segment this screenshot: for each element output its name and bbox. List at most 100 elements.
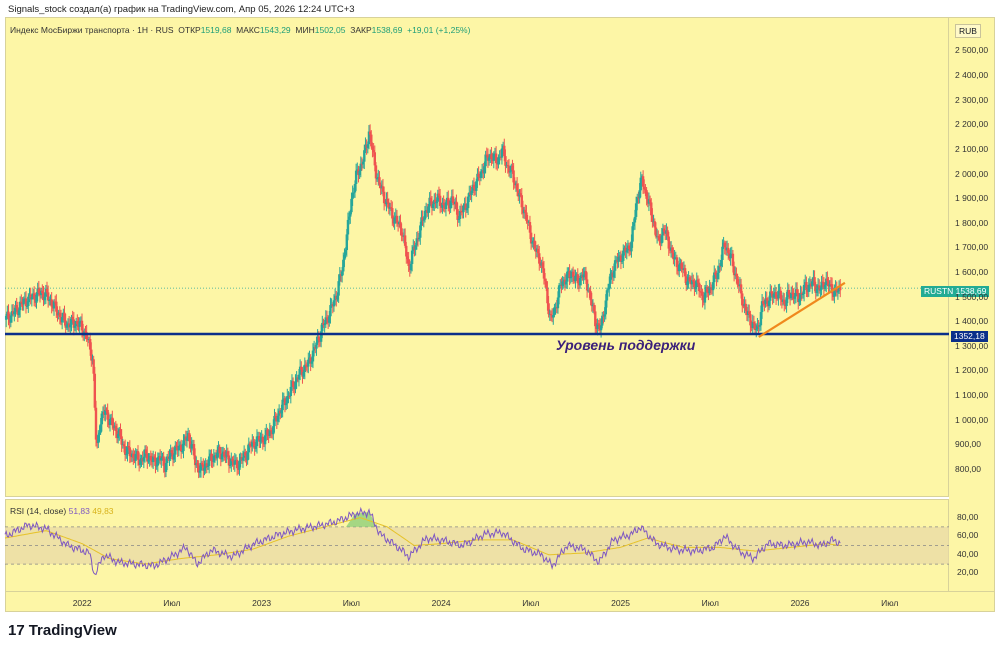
candle (503, 145, 506, 157)
candle (218, 446, 221, 454)
candle (609, 273, 612, 284)
candle (699, 291, 702, 293)
legend-open-label: ОТКР (178, 25, 201, 35)
candle (395, 215, 399, 223)
candle (146, 453, 149, 462)
candle (552, 315, 555, 318)
candle (787, 289, 791, 295)
price-tick-label: 2 300,00 (955, 94, 989, 105)
candle (561, 281, 564, 286)
candle (526, 220, 529, 223)
candle (251, 441, 254, 447)
candle (731, 253, 735, 267)
candle (631, 226, 634, 242)
candle (298, 366, 302, 375)
candle (633, 216, 637, 223)
candle (185, 438, 189, 441)
candle (139, 459, 142, 465)
candle (685, 276, 688, 286)
candle (48, 299, 51, 301)
candle (373, 152, 376, 166)
candle (154, 457, 157, 466)
candle (386, 198, 389, 203)
candle (351, 192, 354, 199)
candle (569, 276, 572, 279)
currency-label[interactable]: RUB (955, 24, 981, 38)
price-tick-label: 2 500,00 (955, 45, 989, 56)
time-axis[interactable] (5, 592, 995, 612)
candle (703, 292, 707, 303)
candle (458, 210, 462, 219)
candle (375, 178, 379, 180)
candle (25, 306, 29, 308)
candle (751, 321, 754, 328)
candle (255, 436, 259, 447)
candle (230, 458, 233, 466)
candle (151, 456, 155, 463)
candle (17, 310, 21, 316)
candle (212, 455, 216, 463)
candle (466, 196, 470, 209)
candle (542, 268, 546, 279)
rsi-legend[interactable]: RSI (14, close) 51,83 49,83 (10, 506, 114, 516)
candle (361, 161, 365, 165)
candle (13, 311, 16, 315)
candle (604, 300, 607, 315)
candle (451, 196, 455, 203)
candle (630, 241, 633, 252)
candle (449, 200, 452, 209)
candle (414, 245, 417, 250)
candle (596, 323, 599, 330)
candle (584, 271, 588, 280)
candle (538, 253, 541, 264)
candle (192, 444, 196, 456)
candle (378, 177, 381, 185)
candle (441, 202, 444, 208)
price-pane[interactable] (5, 17, 949, 497)
candle (205, 463, 209, 467)
candle (92, 359, 95, 374)
candle (511, 165, 514, 171)
tradingview-logo[interactable]: 17 TradingView (8, 622, 117, 639)
candle (578, 278, 582, 286)
candle (608, 283, 611, 290)
candle (119, 429, 122, 437)
legend-open: 1519,68 (200, 25, 232, 35)
candle (767, 300, 771, 307)
candle (169, 450, 172, 457)
candle (774, 292, 778, 298)
candle (7, 311, 10, 319)
candle (762, 301, 765, 304)
candle (261, 436, 265, 443)
candle (345, 234, 348, 251)
rsi-line (4, 506, 841, 576)
price-tick-label: 1 300,00 (955, 340, 989, 351)
candle (654, 227, 658, 237)
candle (825, 278, 828, 286)
candle (358, 170, 361, 176)
price-axis[interactable] (949, 17, 995, 592)
price-tick-label: 1 800,00 (955, 217, 989, 228)
candle (134, 454, 137, 461)
candle (802, 284, 806, 295)
candle (69, 324, 72, 328)
candle (42, 293, 45, 301)
candle (281, 399, 284, 411)
candle (370, 134, 373, 147)
candle (111, 417, 114, 426)
candle (78, 321, 81, 327)
candle (153, 456, 156, 458)
candle (671, 247, 674, 253)
candle (325, 317, 329, 319)
legend-low-label: МИН (295, 25, 315, 35)
candle (366, 144, 369, 148)
candle (601, 315, 604, 326)
candle (763, 303, 766, 305)
candle (228, 465, 232, 467)
legend-low: 1502,05 (314, 25, 346, 35)
symbol-legend[interactable]: Индекс МосБиржи транспорта · 1Н · RUS ОТ… (10, 25, 470, 35)
candle (71, 316, 74, 320)
candle (303, 364, 307, 372)
candle (125, 454, 128, 456)
